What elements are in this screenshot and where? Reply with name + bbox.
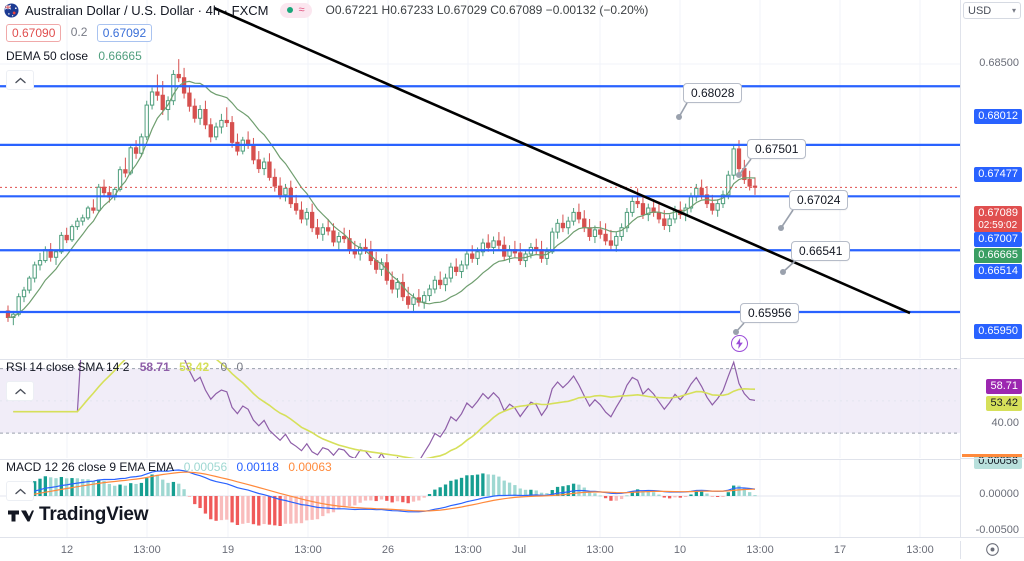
callout-anchor-dot: [778, 225, 784, 231]
rsi-pane-collapse-button[interactable]: [6, 381, 34, 401]
time-axis-label: 26: [381, 544, 395, 556]
macd-pane-collapse-button[interactable]: [6, 481, 34, 501]
rsi-legend[interactable]: RSI 14 close SMA 14 2 58.71 53.42 0 0: [6, 360, 243, 375]
macd-hist-value: 0.00056: [183, 460, 228, 474]
macd-chart-canvas: [0, 460, 960, 537]
time-axis-label: Jul: [511, 544, 527, 556]
callout-label: 0.68028: [683, 83, 743, 103]
chevron-down-icon: ▾: [1011, 6, 1016, 15]
axis-price-badge[interactable]: 0.67477: [974, 167, 1022, 182]
market-status-pill[interactable]: ≈: [280, 2, 312, 18]
axis-price-badge[interactable]: 0.66514: [974, 264, 1022, 279]
axis-price-badge[interactable]: 0.68012: [974, 109, 1022, 124]
time-axis-label: 13:00: [294, 544, 322, 556]
market-open-dot: [287, 7, 294, 13]
price-level-callout[interactable]: 0.67501: [747, 139, 807, 159]
price-chart-canvas: [0, 0, 960, 358]
price-chart-pane[interactable]: [0, 0, 960, 358]
countdown-timer: 02:59:02: [978, 220, 1018, 231]
callout-label: 0.66541: [791, 241, 851, 261]
chevron-up-icon: [14, 388, 26, 394]
dema-label: DEMA 50 close: [6, 49, 89, 63]
rsi-chart-canvas: [0, 360, 960, 458]
dema-value: 0.66665: [98, 49, 142, 63]
symbol-title[interactable]: Australian Dollar / U.S. Dollar · 4h · F…: [25, 2, 269, 18]
rsi-sma-value: 53.42: [179, 360, 210, 374]
axis-price-badge[interactable]: 58.71: [986, 379, 1022, 394]
price-axis[interactable]: USD ▾ 0.68500 0.68012 0.67477 0.67089 02:59:…: [960, 0, 1024, 537]
time-axis-label: 13:00: [906, 544, 934, 556]
ohlc-values: O0.67221 H0.67233 L0.67029 C0.67089 −0.0…: [325, 3, 649, 17]
axis-price-badge[interactable]: 0.66665: [974, 248, 1022, 263]
macd-indicator-pane[interactable]: [0, 459, 960, 537]
chart-header: Australian Dollar / U.S. Dollar · 4h · F…: [0, 0, 648, 20]
last-price-value[interactable]: 0.67090: [6, 24, 62, 42]
axis-divider: [960, 541, 961, 559]
tradingview-logo-icon: [8, 505, 34, 525]
macd-label: MACD 12 26 close 9 EMA EMA: [6, 460, 174, 474]
axis-tick-label: 0.68500: [979, 57, 1019, 69]
crosshair-target-icon[interactable]: [985, 542, 1000, 560]
bid-price-value[interactable]: 0.67092: [96, 24, 153, 42]
rsi-extra-two: 0: [236, 360, 244, 374]
time-axis-label: 13:00: [586, 544, 614, 556]
time-axis[interactable]: 12 13:00 19 13:00 26 13:00 Jul 13:00 10 13:00 17 13…: [0, 537, 1024, 561]
chevron-up-icon: [14, 77, 26, 83]
axis-price-badge[interactable]: 0.67089 02:59:02: [974, 206, 1022, 232]
axis-tick-label: 0.00000: [979, 488, 1019, 500]
currency-selector[interactable]: USD ▾: [963, 2, 1021, 19]
time-axis-label: 13:00: [454, 544, 482, 556]
time-axis-label: 13:00: [133, 544, 161, 556]
axis-price-badge[interactable]: 0.67007: [974, 232, 1022, 247]
axis-price-badge[interactable]: 0.65950: [974, 324, 1022, 339]
rsi-extra-one: 0: [220, 360, 228, 374]
macd-legend[interactable]: MACD 12 26 close 9 EMA EMA 0.00056 0.001…: [6, 460, 332, 475]
macd-axis-marker: [962, 454, 1022, 457]
alert-bolt-icon[interactable]: [731, 335, 748, 352]
rsi-indicator-pane[interactable]: [0, 359, 960, 458]
currency-label: USD: [968, 4, 992, 17]
axis-tick-label: 40.00: [991, 417, 1019, 429]
time-axis-label: 10: [673, 544, 687, 556]
callout-label: 0.67024: [789, 190, 849, 210]
price-step-value[interactable]: 0.2: [70, 25, 88, 40]
tradingview-wordmark: TradingView: [39, 504, 149, 525]
callout-anchor-dot: [780, 269, 786, 275]
axis-price-badge[interactable]: 53.42: [986, 396, 1022, 411]
approx-icon: ≈: [298, 3, 305, 16]
tradingview-logo[interactable]: TradingView: [8, 504, 149, 526]
macd-signal-value: 0.00063: [288, 460, 332, 474]
callout-anchor-dot: [676, 114, 682, 120]
dema-legend[interactable]: DEMA 50 close 0.66665: [6, 49, 142, 64]
callout-anchor-dot: [736, 172, 742, 178]
price-level-callout[interactable]: 0.68028: [683, 83, 743, 103]
price-legend: 0.67090 0.2 0.67092: [6, 24, 153, 42]
time-axis-label: 17: [833, 544, 847, 556]
price-level-callout[interactable]: 0.65956: [740, 303, 800, 323]
macd-line-value: 0.00118: [236, 460, 279, 474]
callout-label: 0.67501: [747, 139, 807, 159]
price-level-callout[interactable]: 0.67024: [789, 190, 849, 210]
australia-flag-icon: [4, 2, 19, 18]
price-pane-collapse-button[interactable]: [6, 70, 34, 90]
time-axis-label: 19: [221, 544, 235, 556]
time-axis-label: 12: [60, 544, 74, 556]
callout-label: 0.65956: [740, 303, 800, 323]
rsi-label: RSI 14 close SMA 14 2: [6, 360, 130, 374]
chevron-up-icon: [14, 488, 26, 494]
price-level-callout[interactable]: 0.66541: [791, 241, 851, 261]
axis-tick-label: -0.00500: [975, 524, 1019, 536]
time-axis-label: 13:00: [746, 544, 774, 556]
rsi-value: 58.71: [139, 360, 170, 374]
